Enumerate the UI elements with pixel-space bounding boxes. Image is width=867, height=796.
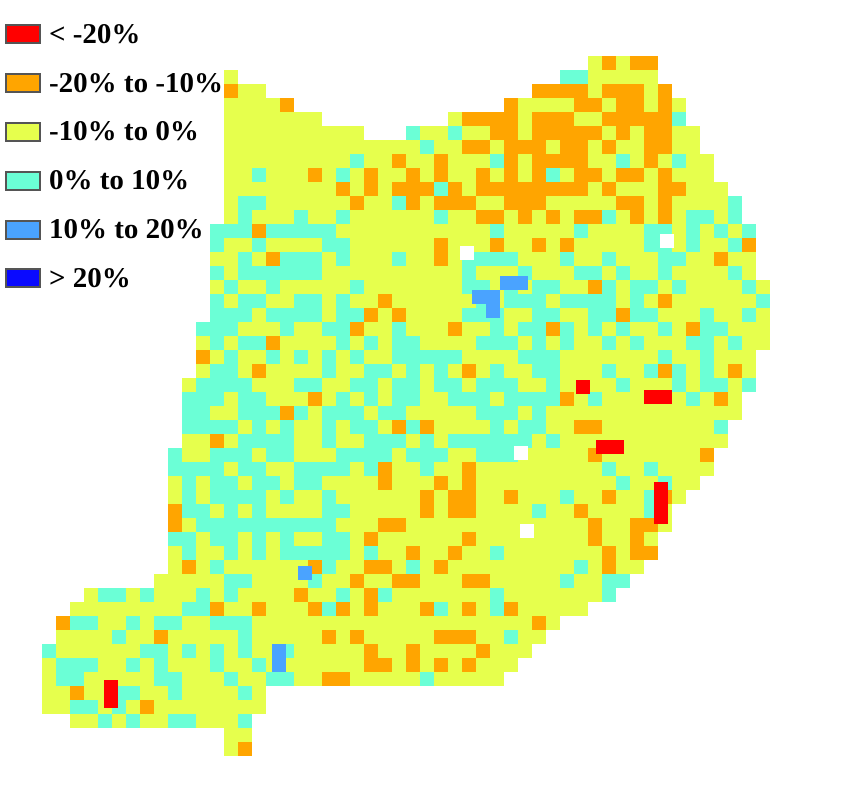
boundary-henan-hebei — [380, 0, 520, 50]
legend-label: > 20% — [49, 261, 131, 294]
legend-item: > 20% — [5, 254, 223, 303]
legend-item: 0% to 10% — [5, 156, 223, 205]
legend-label: -20% to -10% — [49, 66, 223, 99]
legend-label: -10% to 0% — [49, 115, 199, 148]
legend-item: -20% to -10% — [5, 59, 223, 108]
legend-swatch — [5, 268, 41, 289]
legend-item: 10% to 20% — [5, 205, 223, 254]
grid-cells — [42, 56, 770, 756]
legend-swatch — [5, 73, 41, 94]
legend-swatch — [5, 24, 41, 45]
legend-label: < -20% — [49, 17, 141, 50]
boundary-jiangsu-shandong — [520, 0, 640, 60]
boundary-guizhou — [90, 360, 120, 580]
legend-item: -10% to 0% — [5, 108, 223, 157]
legend-item: < -20% — [5, 10, 223, 59]
legend: < -20% -20% to -10% -10% to 0% 0% to 10% 10… — [5, 10, 223, 303]
legend-label: 10% to 20% — [49, 213, 204, 246]
taiwan-outline — [710, 590, 800, 780]
legend-swatch — [5, 170, 41, 191]
legend-swatch — [5, 219, 41, 240]
legend-label: 0% to 10% — [49, 164, 190, 197]
legend-swatch — [5, 121, 41, 142]
